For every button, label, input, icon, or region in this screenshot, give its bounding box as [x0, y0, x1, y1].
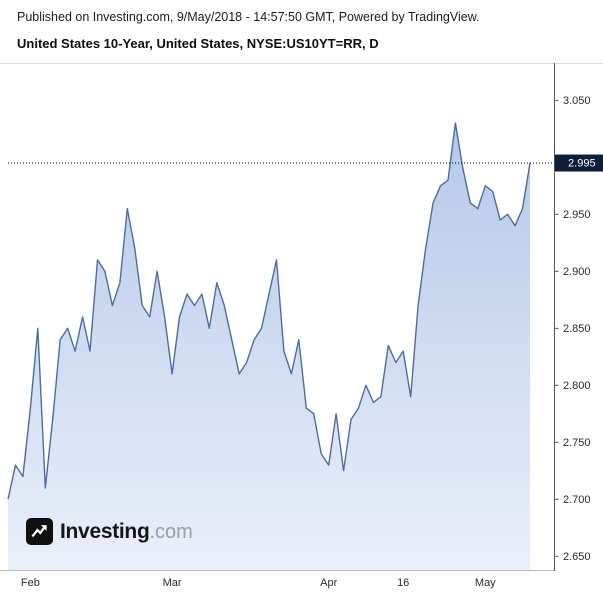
x-axis-label: 16	[397, 577, 409, 589]
price-chart[interactable]: 3.050 2.950 2.900 2.850 2.800 2.750 2.700 2.650…	[0, 63, 603, 603]
last-price-badge	[555, 154, 603, 172]
y-axis-label: 2.950	[563, 209, 591, 221]
x-axis-label: May	[475, 577, 496, 589]
watermark-suffix: .com	[149, 520, 193, 543]
x-axis-label: Apr	[320, 577, 337, 589]
bull-chart-glyph	[31, 525, 47, 538]
y-axis-label: 2.850	[563, 323, 591, 335]
price-area	[8, 123, 530, 570]
investing-watermark: Investing.com	[26, 518, 193, 545]
y-axis-label: 2.800	[563, 380, 591, 392]
y-axis-label: 2.750	[563, 437, 591, 449]
x-axis-label: Feb	[21, 577, 40, 589]
watermark-wordmark: Investing.com	[60, 520, 193, 544]
symbol-title: United States 10-Year, United States, NY…	[17, 36, 379, 51]
y-axis-label: 2.900	[563, 266, 591, 278]
price-line	[7, 122, 531, 500]
x-axis-label: Mar	[163, 577, 182, 589]
investing-logo-icon	[26, 518, 53, 545]
published-line: Published on Investing.com, 9/May/2018 -…	[17, 10, 480, 24]
y-axis-label: 2.650	[563, 551, 591, 563]
y-axis-label: 2.700	[563, 494, 591, 506]
y-axis-label: 3.050	[563, 95, 591, 107]
watermark-brand: Investing	[60, 519, 150, 543]
last-price-label: 2.995	[568, 158, 596, 170]
chart-header: Published on Investing.com, 9/May/2018 -…	[0, 0, 603, 51]
